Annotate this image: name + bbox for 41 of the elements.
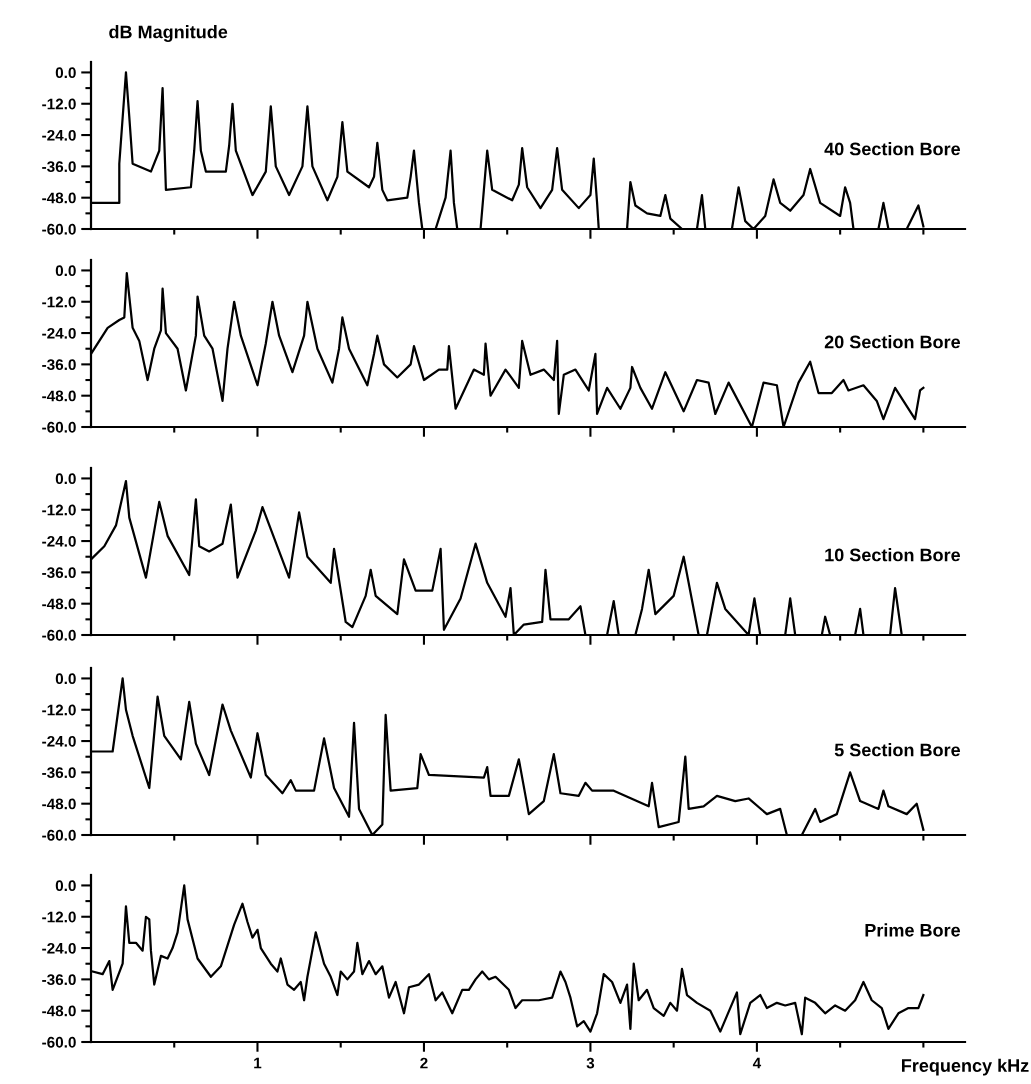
y-tick-label: -48.0 [42, 598, 76, 610]
y-tick-label: -48.0 [42, 390, 76, 402]
y-tick-label: 0.0 [55, 880, 76, 892]
y-tick-label: 0.0 [55, 265, 76, 277]
y-tick-label: -36.0 [42, 567, 76, 579]
y-tick-label: 0.0 [55, 673, 76, 685]
y-tick-label: -12.0 [42, 704, 76, 716]
y-tick-label: -12.0 [42, 296, 76, 308]
y-tick-label: -48.0 [42, 192, 76, 204]
y-tick-label: -48.0 [42, 798, 76, 810]
y-tick-label: -12.0 [42, 504, 76, 516]
y-tick-label: -12.0 [42, 911, 76, 923]
y-tick-label: -12.0 [42, 98, 76, 110]
series-label: 40 Section Bore [824, 142, 961, 156]
series-label: 5 Section Bore [834, 743, 961, 757]
text: Prime Bore [865, 923, 961, 937]
y-tick-label: -24.0 [42, 129, 76, 141]
y-tick-label: -60.0 [42, 829, 76, 841]
y-tick-label: -24.0 [42, 327, 76, 339]
y-tick-label: -24.0 [42, 735, 76, 747]
x-tick-label: 1 [254, 1057, 262, 1069]
y-tick-label: -60.0 [42, 1036, 76, 1048]
y-tick-label: -36.0 [42, 359, 76, 371]
series-label: 20 Section Bore [824, 335, 961, 349]
y-tick-label: -24.0 [42, 942, 76, 954]
series-label: 10 Section Bore [825, 548, 961, 562]
y-tick-label: 0.0 [55, 67, 76, 79]
x-tick-label: 4 [752, 1057, 762, 1069]
y-tick-label: -60.0 [42, 421, 76, 433]
y-tick-label: -36.0 [42, 974, 76, 986]
y-tick-label: -60.0 [42, 629, 76, 641]
y-tick-label: -36.0 [42, 161, 76, 173]
x-tick-label: 3 [586, 1057, 595, 1069]
y-tick-label: -60.0 [42, 223, 76, 235]
y-tick-label: 0.0 [55, 473, 76, 485]
y-axis-title: dB Magnitude [109, 25, 228, 42]
y-tick-label: -24.0 [42, 535, 76, 547]
x-tick-label: 2 [420, 1057, 428, 1069]
y-tick-label: -48.0 [42, 1005, 76, 1017]
x-axis-title: Frequency kHz [901, 1058, 1029, 1076]
y-tick-label: -36.0 [42, 767, 76, 779]
